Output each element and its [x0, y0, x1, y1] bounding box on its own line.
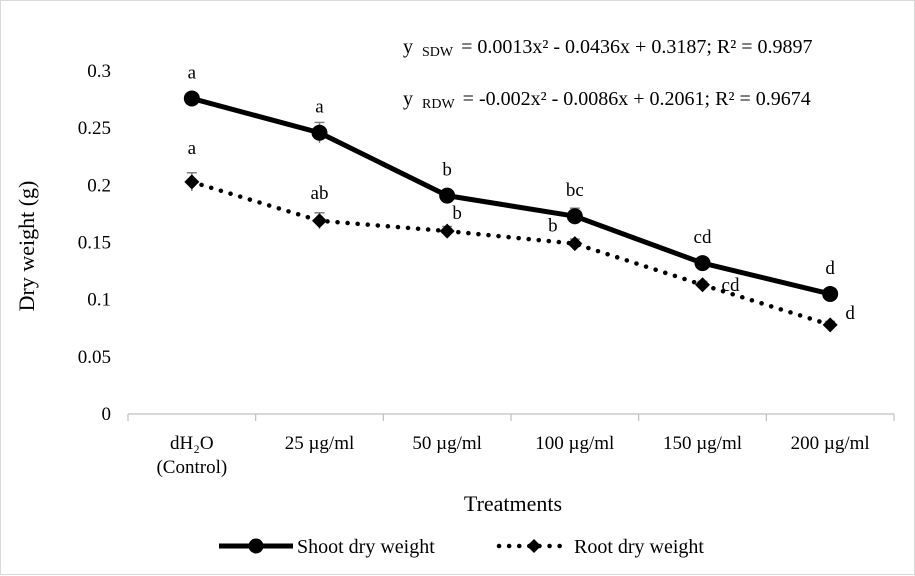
- data-point: [822, 285, 839, 302]
- significance-label-shoot: d: [825, 258, 835, 279]
- x-category-label: 100 µg/ml: [535, 433, 614, 454]
- y-tick-label: 0.3: [87, 61, 111, 82]
- legend-root-marker: [527, 539, 541, 553]
- data-point: [184, 174, 200, 190]
- x-axis-title: Treatments: [464, 491, 562, 516]
- legend-root-label: Root dry weight: [574, 536, 704, 558]
- y-axis-ticks: 0 0.05 0.1 0.15 0.2 0.25 0.3: [78, 61, 111, 425]
- equation-root: y RDW = -0.002x² - 0.0086x + 0.2061; R² …: [403, 88, 811, 113]
- series-line: [191, 96, 831, 297]
- x-category-label: 50 µg/ml: [412, 433, 482, 454]
- y-tick-label: 0.15: [78, 233, 111, 254]
- y-tick-label: 0.2: [87, 175, 111, 196]
- data-point: [567, 236, 583, 252]
- equation-root-rhs: = -0.002x² - 0.0086x + 0.2061; R² = 0.96…: [463, 88, 811, 110]
- x-category-label: (Control): [156, 457, 227, 478]
- data-point: [439, 187, 456, 204]
- legend: Shoot dry weight Root dry weight: [219, 536, 704, 558]
- series-shoot: [183, 90, 839, 302]
- legend-shoot-marker: [248, 538, 264, 554]
- data-point: [822, 317, 838, 333]
- significance-label-shoot: b: [442, 160, 452, 181]
- x-category-label: 200 µg/ml: [791, 433, 870, 454]
- significance-label-shoot: bc: [566, 180, 584, 201]
- data-point: [566, 208, 583, 225]
- y-axis-title: Dry weight (g): [14, 181, 39, 312]
- significance-label-root: cd: [722, 275, 740, 296]
- equation-shoot-y: y: [403, 36, 413, 58]
- significance-label-root: ab: [311, 183, 329, 204]
- data-point: [311, 124, 328, 141]
- significance-label-shoot: a: [315, 97, 324, 118]
- series-line: [189, 179, 833, 328]
- y-tick-label: 0.1: [87, 290, 111, 311]
- series-root: [184, 172, 838, 333]
- significance-label-root: b: [548, 216, 558, 237]
- x-category-label: dH₂O: [170, 433, 214, 454]
- equation-root-sub: RDW: [422, 97, 455, 112]
- significance-label-shoot: a: [188, 62, 197, 83]
- data-point: [695, 277, 710, 293]
- significance-label-shoot: cd: [694, 227, 712, 248]
- equation-shoot-sub: SDW: [422, 45, 454, 60]
- equation-shoot: y SDW = 0.0013x² - 0.0436x + 0.3187; R² …: [403, 36, 813, 61]
- y-tick-label: 0: [102, 404, 112, 425]
- x-axis: dH₂O (Control) 25 µg/ml 50 µg/ml 100 µg/ml 15…: [127, 413, 895, 478]
- x-category-label: 25 µg/ml: [285, 433, 355, 454]
- significance-label-root: d: [845, 303, 855, 324]
- equation-root-y: y: [403, 88, 413, 110]
- significance-label-root: a: [188, 138, 197, 159]
- legend-shoot-label: Shoot dry weight: [297, 536, 435, 558]
- data-point: [312, 213, 327, 229]
- data-point: [439, 223, 455, 239]
- data-point: [183, 90, 200, 107]
- equation-shoot-rhs: = 0.0013x² - 0.0436x + 0.3187; R² = 0.98…: [461, 36, 812, 58]
- x-category-label: 150 µg/ml: [663, 433, 742, 454]
- data-point: [694, 255, 711, 272]
- y-tick-label: 0.25: [78, 118, 111, 139]
- y-tick-label: 0.05: [78, 347, 111, 368]
- significance-label-root: b: [452, 203, 462, 224]
